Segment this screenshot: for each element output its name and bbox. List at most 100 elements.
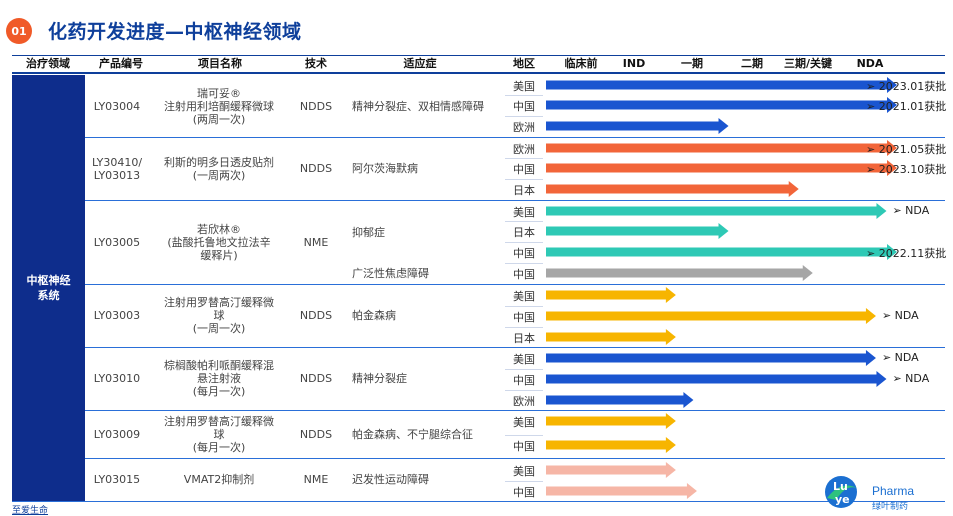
progress-arrow [546, 181, 799, 197]
milestone-note: ➢ 2023.10获批 [866, 163, 947, 176]
milestone-note: ➢ 2021.05获批 [866, 143, 947, 156]
region-divider [505, 95, 543, 96]
region-divider [505, 390, 543, 391]
progress-arrow [546, 265, 813, 281]
technology: NME [303, 235, 329, 249]
progress-arrow [546, 413, 676, 429]
region-label: 中国 [513, 440, 535, 453]
group-divider [85, 410, 945, 411]
indication: 帕金森病、不宁腿综合征 [352, 427, 473, 441]
region-label: 欧洲 [513, 121, 535, 134]
header-name: 项目名称 [198, 57, 242, 70]
region-divider [505, 242, 543, 243]
region-label: 美国 [513, 353, 535, 366]
technology: NDDS [299, 162, 333, 175]
region-divider [505, 116, 543, 117]
milestone-note: ➢ 2021.01获批 [866, 100, 947, 113]
progress-arrow [546, 287, 676, 303]
progress-arrow [546, 329, 676, 345]
progress-arrow [546, 118, 729, 134]
svg-text:Lu: Lu [833, 480, 848, 493]
header-bottom-rule [12, 72, 945, 74]
indication: 精神分裂症 [352, 372, 407, 385]
technology: NDDS [299, 372, 333, 385]
project-name: 利斯的明多日透皮贴剂 (一周两次) [164, 155, 274, 182]
header-indication: 适应症 [403, 57, 437, 70]
region-label: 中国 [513, 247, 535, 260]
progress-arrow [546, 140, 897, 156]
group-divider [85, 200, 945, 201]
milestone-note: ➢ NDA [892, 372, 930, 385]
progress-arrow [546, 308, 876, 324]
region-divider [505, 306, 543, 307]
region-divider [505, 221, 543, 222]
region-label: 中国 [513, 486, 535, 499]
progress-arrow [546, 223, 729, 239]
group-divider [85, 347, 945, 348]
header-phase2: 二期 [741, 57, 763, 70]
header-nda: NDA [856, 57, 884, 70]
region-divider [505, 263, 543, 264]
region-label: 美国 [513, 290, 535, 303]
logo-chinese-name: 绿叶制药 [872, 502, 909, 512]
region-label: 中国 [513, 311, 535, 324]
indication: 帕金森病 [352, 309, 396, 322]
header-region: 地区 [513, 57, 535, 70]
indication: 迟发性运动障碍 [352, 473, 429, 486]
region-label: 欧洲 [513, 143, 535, 156]
product-code: LY30410/ LY03013 [91, 155, 143, 182]
technology: NME [303, 473, 329, 486]
region-divider [505, 435, 543, 436]
group-divider [85, 458, 945, 459]
region-label: 美国 [513, 80, 535, 93]
header-preclinical: 临床前 [564, 57, 598, 70]
region-divider [505, 327, 543, 328]
project-name: 注射用罗替高汀缓释微 球 (每月一次) [164, 414, 274, 454]
page-title: 化药开发进度—中枢神经领域 [48, 21, 302, 43]
region-label: 美国 [513, 465, 535, 478]
header-area: 治疗领域 [26, 57, 70, 70]
region-label: 美国 [513, 206, 535, 219]
table-bottom-rule [12, 501, 945, 502]
region-label: 日本 [513, 332, 535, 345]
region-divider [505, 158, 543, 159]
region-label: 欧洲 [513, 395, 535, 408]
progress-arrow [546, 350, 876, 366]
product-code: LY03005 [93, 235, 141, 249]
luye-logo-icon: Lu ye [825, 476, 857, 508]
product-code: LY03003 [93, 309, 141, 322]
section-number-badge: 01 [6, 18, 32, 44]
progress-arrow [546, 483, 697, 499]
group-divider [85, 284, 945, 285]
technology: NDDS [299, 309, 333, 322]
indication: 精神分裂症、双相情感障碍 [352, 99, 484, 113]
region-label: 中国 [513, 100, 535, 113]
indication: 广泛性焦虑障碍 [352, 266, 429, 280]
header-code: 产品编号 [99, 57, 143, 70]
project-name: 棕榈酸帕利哌酮缓释混 悬注射液 (每月一次) [164, 359, 274, 398]
region-label: 中国 [513, 268, 535, 281]
indication: 阿尔茨海默病 [352, 162, 418, 175]
progress-arrow [546, 160, 897, 176]
project-name: 瑞可妥® 注射用利培酮缓释微球 (两周一次) [164, 86, 274, 126]
progress-arrow [546, 203, 887, 219]
region-label: 中国 [513, 163, 535, 176]
technology: NDDS [299, 99, 333, 113]
group-divider [85, 137, 945, 138]
logo-brand-text: Pharma [872, 484, 915, 498]
progress-arrow [546, 244, 897, 260]
product-code: LY03009 [93, 427, 141, 441]
milestone-note: ➢ NDA [881, 351, 919, 364]
header-tech: 技术 [305, 57, 327, 70]
milestone-note: ➢ NDA [892, 204, 930, 217]
progress-arrow [546, 392, 694, 408]
milestone-note: ➢ NDA [881, 309, 919, 322]
progress-arrow [546, 462, 676, 478]
region-label: 日本 [513, 184, 535, 197]
header-phase3: 三期/关键 [783, 57, 833, 70]
milestone-note: ➢ 2023.01获批 [866, 80, 947, 93]
project-name: 注射用罗替高汀缓释微 球 (一周一次) [164, 296, 274, 335]
progress-arrow [546, 97, 897, 113]
progress-arrow [546, 437, 676, 453]
header-ind: IND [622, 57, 646, 70]
